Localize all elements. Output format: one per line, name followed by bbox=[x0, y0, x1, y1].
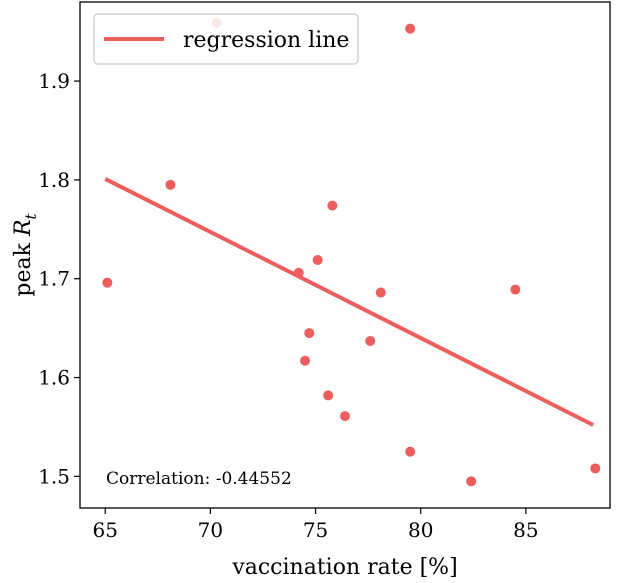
plot-area-frame bbox=[79, 1, 611, 509]
data-point bbox=[165, 179, 176, 190]
correlation-annotation: Correlation: -0.44552 bbox=[106, 469, 292, 489]
y-tick-label: 1.7 bbox=[38, 267, 70, 291]
x-tick-label: 75 bbox=[303, 518, 328, 542]
data-point bbox=[405, 446, 416, 457]
data-point bbox=[293, 267, 304, 278]
data-point bbox=[510, 284, 521, 295]
data-point bbox=[102, 277, 113, 288]
data-point bbox=[327, 200, 338, 211]
legend-label-regression-line: regression line bbox=[183, 28, 349, 53]
data-point bbox=[304, 328, 315, 339]
data-point bbox=[300, 355, 311, 366]
y-tick-label: 1.5 bbox=[38, 464, 70, 488]
data-point bbox=[340, 411, 350, 422]
x-axis: 65 70 75 80 85 bbox=[93, 508, 539, 542]
plot-content bbox=[102, 17, 601, 487]
y-axis-title: peak Rt bbox=[11, 212, 40, 296]
y-axis: 1.5 1.6 1.7 1.8 1.9 bbox=[38, 69, 80, 488]
legend-box bbox=[93, 13, 359, 65]
data-point bbox=[323, 390, 334, 401]
x-axis-title: vaccination rate [%] bbox=[231, 555, 457, 580]
y-tick-label: 1.9 bbox=[38, 69, 70, 93]
regression-line bbox=[104, 177, 595, 427]
x-tick-label: 80 bbox=[408, 518, 433, 542]
data-point bbox=[365, 335, 376, 346]
data-point bbox=[405, 23, 416, 34]
data-point bbox=[375, 287, 386, 298]
y-tick-label: 1.8 bbox=[38, 168, 70, 192]
x-tick-label: 65 bbox=[93, 518, 118, 542]
data-point bbox=[466, 476, 477, 487]
y-axis-title-symbol: R bbox=[11, 219, 36, 237]
legend: regression line bbox=[93, 13, 359, 65]
y-axis-title-prefix: peak bbox=[11, 236, 36, 297]
x-tick-label: 85 bbox=[513, 518, 538, 542]
y-axis-title-subscript: t bbox=[22, 212, 40, 219]
y-tick-label: 1.6 bbox=[38, 366, 70, 390]
data-point bbox=[312, 254, 323, 265]
data-point bbox=[590, 463, 601, 474]
x-tick-label: 70 bbox=[198, 518, 223, 542]
